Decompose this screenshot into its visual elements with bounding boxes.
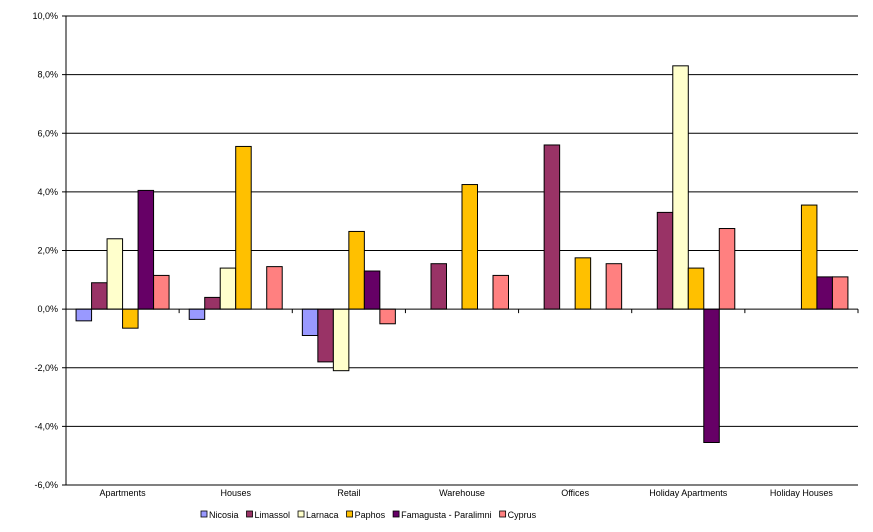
bar bbox=[75, 308, 93, 322]
axes: -6,0% -4,0% -2,0% 0,0% 2,0% 4,0% 6,0% 8,0% 10,0%… bbox=[32, 11, 859, 498]
y-tick-label: -2,0% bbox=[34, 363, 58, 373]
bar bbox=[574, 257, 592, 310]
legend-swatch bbox=[346, 510, 353, 518]
bar bbox=[492, 274, 509, 310]
bar bbox=[153, 274, 170, 310]
legend-swatch bbox=[200, 510, 208, 518]
legend-label: Famagusta - Paralimni bbox=[401, 510, 492, 520]
x-tick-label: Apartments bbox=[100, 488, 147, 498]
bar bbox=[430, 263, 447, 310]
bar bbox=[188, 308, 206, 320]
legend-swatch bbox=[499, 510, 507, 518]
legend-label: Paphos bbox=[355, 510, 386, 520]
bar bbox=[122, 308, 139, 329]
bar bbox=[301, 308, 319, 337]
bar bbox=[831, 276, 849, 310]
x-tick-label: Warehouse bbox=[439, 488, 485, 498]
bar bbox=[363, 270, 381, 310]
bar bbox=[332, 308, 350, 372]
legend-label: Cyprus bbox=[508, 510, 537, 520]
bar bbox=[204, 296, 221, 310]
bar bbox=[219, 267, 237, 310]
x-tick-label: Houses bbox=[220, 488, 251, 498]
bar bbox=[543, 144, 561, 310]
bar bbox=[656, 211, 674, 310]
x-tick-label: Offices bbox=[561, 488, 589, 498]
bar bbox=[106, 238, 124, 310]
bar bbox=[266, 266, 283, 310]
bar bbox=[235, 145, 252, 310]
bar bbox=[348, 230, 365, 310]
bar bbox=[91, 282, 108, 310]
bar bbox=[672, 65, 689, 310]
legend-swatch bbox=[392, 510, 400, 518]
bar bbox=[800, 204, 818, 310]
x-tick-label: Holiday Houses bbox=[770, 488, 834, 498]
bar bbox=[703, 308, 720, 443]
bar bbox=[317, 308, 334, 363]
y-tick-label: 2,0% bbox=[37, 246, 58, 256]
y-tick-label: 4,0% bbox=[37, 187, 58, 197]
x-tick-label: Retail bbox=[337, 488, 360, 498]
x-tick-label: Holiday Apartments bbox=[649, 488, 728, 498]
legend: Nicosia Limassol Larnaca Paphos Famagusta - … bbox=[200, 510, 537, 520]
bar bbox=[379, 308, 396, 325]
legend-label: Limassol bbox=[255, 510, 291, 520]
legend-label: Nicosia bbox=[209, 510, 239, 520]
bars bbox=[75, 65, 849, 443]
legend-label: Larnaca bbox=[306, 510, 339, 520]
bar bbox=[816, 276, 833, 310]
y-tick-label: -6,0% bbox=[34, 480, 58, 490]
legend-swatch bbox=[297, 510, 305, 518]
bar bbox=[605, 263, 623, 310]
legend-swatch bbox=[246, 510, 253, 518]
y-tick-label: -4,0% bbox=[34, 421, 58, 431]
bar bbox=[137, 189, 155, 310]
bar bbox=[718, 228, 736, 310]
y-tick-label: 0,0% bbox=[37, 304, 58, 314]
y-tick-label: 6,0% bbox=[37, 128, 58, 138]
bar bbox=[687, 267, 705, 310]
y-tick-label: 8,0% bbox=[37, 70, 58, 80]
bar bbox=[461, 184, 478, 310]
y-tick-label: 10,0% bbox=[32, 11, 58, 21]
